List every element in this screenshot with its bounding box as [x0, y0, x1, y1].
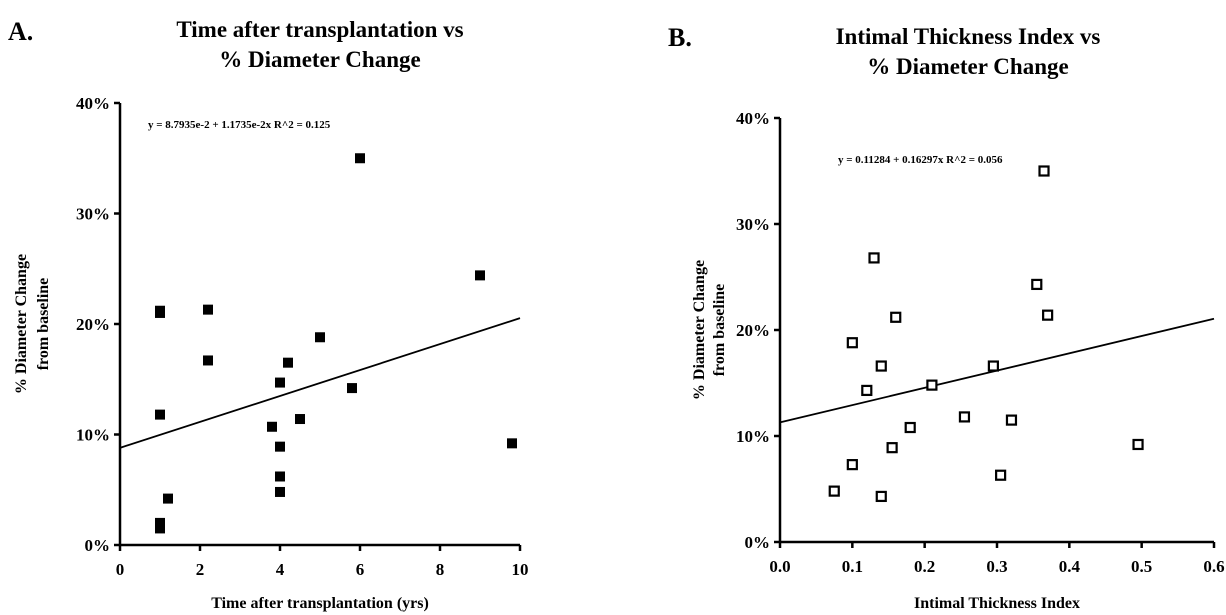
chart-a-data-point	[315, 332, 325, 343]
chart-b-y-tick-label: 0%	[745, 533, 771, 552]
chart-a-data-point	[507, 438, 517, 449]
chart-b-regression-equation: y = 0.11284 + 0.16297x R^2 = 0.056	[838, 154, 1003, 166]
chart-b-y-axis-title-line-2: from baseline	[711, 284, 728, 377]
chart-a-data-point	[275, 441, 285, 452]
chart-b-x-tick-label: 0.0	[769, 557, 790, 576]
chart-b-data-point	[868, 252, 880, 264]
chart-b-x-tick-label: 0.5	[1131, 557, 1152, 576]
chart-b-x-tick-label: 0.4	[1059, 557, 1081, 576]
chart-a-data-point	[283, 357, 293, 368]
chart-a-x-tick-label: 0	[116, 560, 125, 579]
chart-a-y-tick-label: 20%	[76, 315, 110, 334]
chart-b-y-tick-label: 40%	[736, 109, 770, 128]
chart-b-data-point	[1031, 278, 1043, 291]
chart-b-data-point	[1132, 438, 1144, 451]
chart-a-y-axis-title-line-2: from baseline	[35, 278, 52, 371]
chart-a-data-point	[275, 377, 285, 388]
chart-b-data-point	[987, 360, 999, 372]
chart-b-data-point	[828, 485, 840, 497]
chart-b-data-point	[890, 311, 902, 323]
chart-a-regression-equation: y = 8.7935e-2 + 1.1735e-2x R^2 = 0.125	[148, 119, 331, 131]
chart-b-data-point	[926, 379, 938, 391]
chart-a-data-point	[155, 517, 165, 528]
chart-a-title-line-2: % Diameter Change	[219, 47, 420, 72]
chart-b-data-point	[886, 442, 898, 454]
chart-b-data-point	[904, 421, 916, 434]
chart-b-y-tick-label: 10%	[736, 427, 770, 446]
chart-a-y-tick-label: 40%	[76, 94, 110, 113]
chart-a-x-tick-label: 10	[512, 560, 529, 579]
chart-a-data-point	[155, 523, 165, 534]
chart-b-y-tick-label: 30%	[736, 215, 770, 234]
chart-a-data-point	[155, 409, 165, 420]
chart-a-title-line-1: Time after transplantation vs	[176, 17, 463, 42]
chart-a-x-tick-label: 8	[436, 560, 445, 579]
chart-a-data-point	[203, 304, 213, 315]
chart-a-data-point	[275, 471, 285, 482]
chart-b-data-point	[995, 469, 1007, 481]
chart-b-y-axis-title-line-1: % Diameter Change	[691, 260, 708, 400]
chart-a-y-tick-label: 10%	[76, 426, 110, 445]
chart-a-data-point	[295, 414, 305, 425]
chart-b-x-tick-label: 0.3	[986, 557, 1007, 576]
chart-b-data-point	[1042, 309, 1054, 321]
chart-a-y-tick-label: 0%	[85, 536, 111, 555]
chart-a-data-point	[475, 270, 485, 281]
chart-b-data-point	[1038, 165, 1050, 177]
chart-b-data-point	[875, 360, 887, 372]
chart-b-panel-label: B.	[668, 23, 692, 52]
chart-a-data-point	[355, 153, 365, 164]
chart-a-panel-label: A.	[8, 17, 33, 46]
chart-b-data-point	[1005, 414, 1018, 426]
chart-b-data-point	[846, 459, 858, 471]
chart-b-x-tick-label: 0.1	[842, 557, 863, 576]
chart-a-x-tick-label: 2	[196, 560, 205, 579]
chart-a-x-tick-label: 4	[276, 560, 285, 579]
chart-a-y-tick-label: 30%	[76, 205, 110, 224]
chart-a-y-axis-title-line-1: % Diameter Change	[13, 254, 30, 394]
chart-b-x-tick-label: 0.2	[914, 557, 935, 576]
chart-b-title-line-1: Intimal Thickness Index vs	[836, 24, 1101, 49]
chart-b-title-line-2: % Diameter Change	[867, 54, 1068, 79]
chart-a-data-point	[163, 493, 173, 504]
chart-b-data-point	[846, 337, 858, 349]
chart-a: A. Time after transplantation vs % Diamete…	[8, 17, 529, 612]
chart-b-x-tick-label: 0.6	[1203, 557, 1224, 576]
chart-a-x-axis-title: Time after transplantation (yrs)	[211, 595, 429, 612]
chart-a-x-tick-label: 6	[356, 560, 365, 579]
chart-b-data-point	[875, 490, 887, 503]
chart-a-data-point	[347, 383, 357, 394]
chart-a-data-point	[203, 355, 213, 366]
chart-b-data-point	[958, 411, 971, 423]
chart-a-trendline	[119, 317, 521, 449]
chart-a-data-point	[155, 307, 165, 318]
chart-a-data-point	[275, 486, 285, 497]
chart-b-x-axis-title: Intimal Thickness Index	[914, 595, 1080, 612]
chart-b-data-point	[861, 384, 873, 397]
chart-a-data-point	[267, 421, 277, 432]
chart-b: B. Intimal Thickness Index vs % Diameter C…	[668, 23, 1225, 612]
chart-b-y-tick-label: 20%	[736, 321, 770, 340]
